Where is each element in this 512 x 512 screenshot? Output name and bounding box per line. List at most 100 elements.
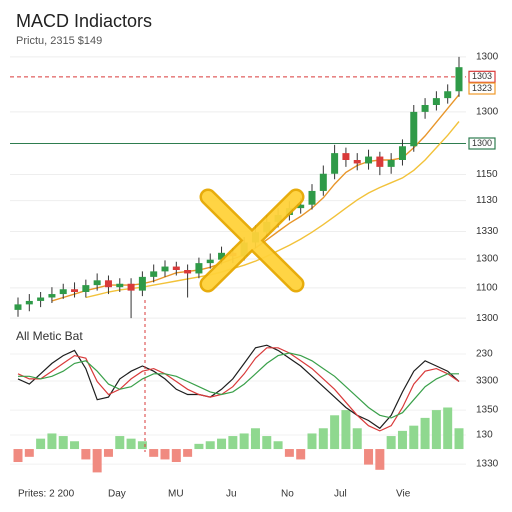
y-tick-label: 1350 — [476, 405, 499, 416]
x-tick-label: Jul — [334, 489, 347, 500]
x-tick-label: Vie — [396, 489, 411, 500]
cross-stroke — [202, 191, 302, 290]
histogram-bar — [160, 449, 170, 460]
candle-body — [127, 283, 135, 291]
candle-body — [59, 289, 67, 295]
histogram-bar — [58, 436, 68, 450]
reference-box — [468, 137, 496, 150]
histogram-bar — [443, 407, 453, 450]
x-tick-label: Ju — [226, 489, 237, 500]
reference-label: 1300 — [472, 138, 492, 148]
chart-subtitle: Prictu, 2315 $149 — [16, 35, 102, 47]
candle-body — [398, 146, 406, 160]
macd-line — [18, 352, 459, 419]
candle-body — [206, 259, 214, 264]
y-tick-label: 1100 — [476, 283, 498, 294]
y-tick-label: 1300 — [476, 107, 499, 118]
candle-body — [48, 294, 56, 298]
y-tick-label: 130 — [476, 430, 493, 441]
candle-body — [218, 252, 226, 260]
panel-title: All Metic Bat — [16, 329, 83, 343]
histogram-bar — [296, 449, 306, 460]
y-tick-label: 230 — [476, 349, 493, 360]
candle-body — [421, 105, 429, 112]
candle-body — [138, 276, 146, 291]
candle-body — [410, 111, 418, 147]
histogram-bar — [171, 449, 181, 463]
candle-body — [455, 67, 463, 92]
y-tick-label: 3300 — [476, 376, 499, 387]
y-tick-label: 1330 — [476, 226, 499, 237]
candle-body — [387, 160, 395, 167]
y-tick-label: 1300 — [476, 52, 499, 63]
histogram-bar — [149, 449, 159, 457]
histogram-bar — [81, 449, 91, 460]
y-tick-label: 1330 — [476, 459, 499, 470]
histogram-bar — [103, 449, 113, 457]
x-tick-label: Prites: 2 200 — [18, 489, 75, 500]
histogram-bar — [330, 415, 340, 450]
y-tick-label: 1300 — [476, 254, 499, 265]
histogram-bar — [217, 438, 227, 450]
candle-body — [37, 297, 45, 301]
reference-label: 1303 — [472, 71, 492, 81]
histogram-bar — [36, 438, 46, 450]
candle-body — [116, 283, 124, 288]
histogram-bar — [137, 441, 147, 450]
histogram-bar — [250, 428, 260, 450]
histogram-bar — [70, 441, 80, 450]
x-tick-label: No — [281, 489, 294, 500]
candle-body — [376, 156, 384, 167]
histogram-bar — [284, 449, 294, 457]
cross-icon — [199, 188, 305, 293]
candle-body — [331, 153, 339, 174]
candle-body — [195, 263, 203, 274]
y-tick-label: 1300 — [476, 313, 499, 324]
histogram-bar — [386, 436, 396, 450]
candle-body — [150, 271, 158, 277]
histogram-bar — [420, 417, 430, 450]
chart-title: MACD Indiactors — [16, 11, 152, 31]
macd-line — [17, 344, 460, 430]
histogram-bar — [92, 449, 102, 473]
histogram-bar — [115, 436, 125, 450]
histogram-bar — [375, 449, 385, 470]
histogram-bar — [205, 441, 215, 450]
histogram-bar — [228, 436, 238, 450]
histogram-bar — [307, 433, 317, 450]
y-tick-label: 1130 — [476, 195, 498, 206]
histogram-bar — [13, 449, 23, 463]
candle-body — [71, 289, 79, 292]
histogram-bar — [364, 449, 374, 465]
x-tick-label: Day — [108, 489, 126, 500]
histogram-bar — [352, 428, 362, 450]
reference-box — [468, 70, 496, 83]
candle-body — [319, 173, 327, 191]
candle-body — [342, 153, 350, 160]
candle-body — [365, 156, 373, 164]
histogram-bar — [24, 449, 34, 457]
candle-body — [353, 160, 361, 164]
histogram-bar — [239, 433, 249, 450]
candle-body — [161, 266, 169, 272]
candle-body — [104, 280, 112, 288]
candle-body — [14, 304, 22, 310]
histogram-bar — [126, 438, 136, 450]
reference-box — [468, 82, 496, 95]
candle-body — [184, 270, 192, 274]
candle-body — [432, 98, 440, 105]
x-tick-label: MU — [168, 489, 184, 500]
histogram-bar — [194, 443, 204, 450]
macd-line — [17, 347, 460, 432]
reference-label: 1323 — [472, 83, 492, 93]
histogram-bar — [262, 436, 272, 450]
histogram-bar — [431, 410, 441, 450]
histogram-bar — [318, 428, 328, 450]
histogram-bar — [454, 428, 464, 450]
candle-body — [25, 300, 33, 305]
candle-body — [297, 204, 305, 209]
y-tick-label: 1150 — [476, 169, 498, 180]
candle-body — [308, 190, 316, 205]
histogram-bar — [409, 425, 419, 450]
